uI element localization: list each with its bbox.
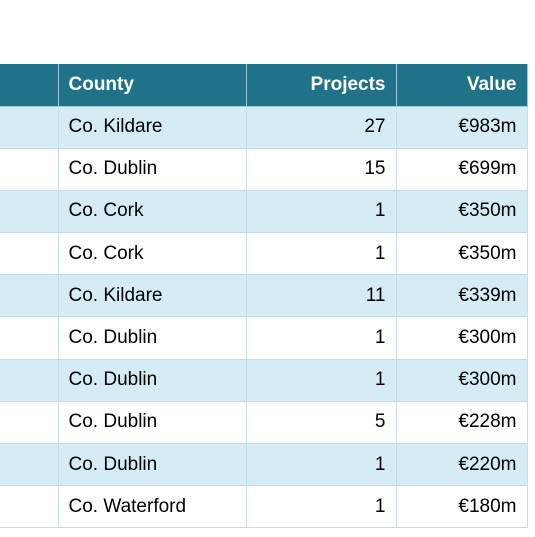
county-cell: Co. Cork [58,232,247,276]
row-blank-cell [0,232,59,276]
projects-cell: 1 [246,443,397,487]
row-blank-cell [0,190,59,234]
header-county[interactable]: County [58,64,247,107]
value-cell: €699m [396,148,528,191]
projects-table: County Projects Value Co. Kildare 27 €98… [0,64,528,529]
value-cell: €220m [396,443,528,487]
projects-cell: 15 [246,148,397,191]
table-row: Co. Cork 1 €350m [0,190,528,234]
value-cell: €983m [396,106,528,149]
row-blank-cell [0,106,59,149]
table-row: Co. Waterford 1 €180m [0,485,528,529]
row-blank-cell [0,274,59,318]
projects-table-container: County Projects Value Co. Kildare 27 €98… [0,64,528,529]
projects-cell: 1 [246,316,397,360]
value-cell: €300m [396,316,528,360]
projects-cell: 1 [246,190,397,234]
projects-cell: 1 [246,359,397,402]
table-row: Co. Dublin 15 €699m [0,148,528,191]
county-cell: Co. Dublin [58,359,247,402]
row-blank-cell [0,316,59,360]
value-cell: €350m [396,232,528,276]
county-cell: Co. Dublin [58,316,247,360]
projects-cell: 11 [246,274,397,318]
header-projects[interactable]: Projects [246,64,397,107]
value-cell: €339m [396,274,528,318]
table-row: Co. Dublin 5 €228m [0,401,528,445]
row-blank-cell [0,443,59,487]
table-row: Co. Dublin 1 €300m [0,316,528,360]
county-cell: Co. Kildare [58,274,247,318]
value-cell: €300m [396,359,528,402]
row-blank-cell [0,485,59,529]
table-row: Co. Cork 1 €350m [0,232,528,276]
county-cell: Co. Dublin [58,443,247,487]
projects-cell: 1 [246,232,397,276]
value-cell: €350m [396,190,528,234]
table-row: Co. Kildare 11 €339m [0,274,528,318]
header-value[interactable]: Value [396,64,528,107]
county-cell: Co. Waterford [58,485,247,529]
county-cell: Co. Kildare [58,106,247,149]
table-body: Co. Kildare 27 €983m Co. Dublin 15 €699m… [0,106,528,529]
header-blank [0,64,59,107]
projects-cell: 27 [246,106,397,149]
row-blank-cell [0,148,59,191]
value-cell: €180m [396,485,528,529]
table-header: County Projects Value [0,64,528,107]
projects-cell: 5 [246,401,397,445]
county-cell: Co. Cork [58,190,247,234]
table-row: Co. Dublin 1 €300m [0,359,528,402]
county-cell: Co. Dublin [58,401,247,445]
table-row: Co. Kildare 27 €983m [0,106,528,149]
row-blank-cell [0,359,59,402]
value-cell: €228m [396,401,528,445]
county-cell: Co. Dublin [58,148,247,191]
projects-cell: 1 [246,485,397,529]
row-blank-cell [0,401,59,445]
header-row: County Projects Value [0,64,528,107]
table-row: Co. Dublin 1 €220m [0,443,528,487]
